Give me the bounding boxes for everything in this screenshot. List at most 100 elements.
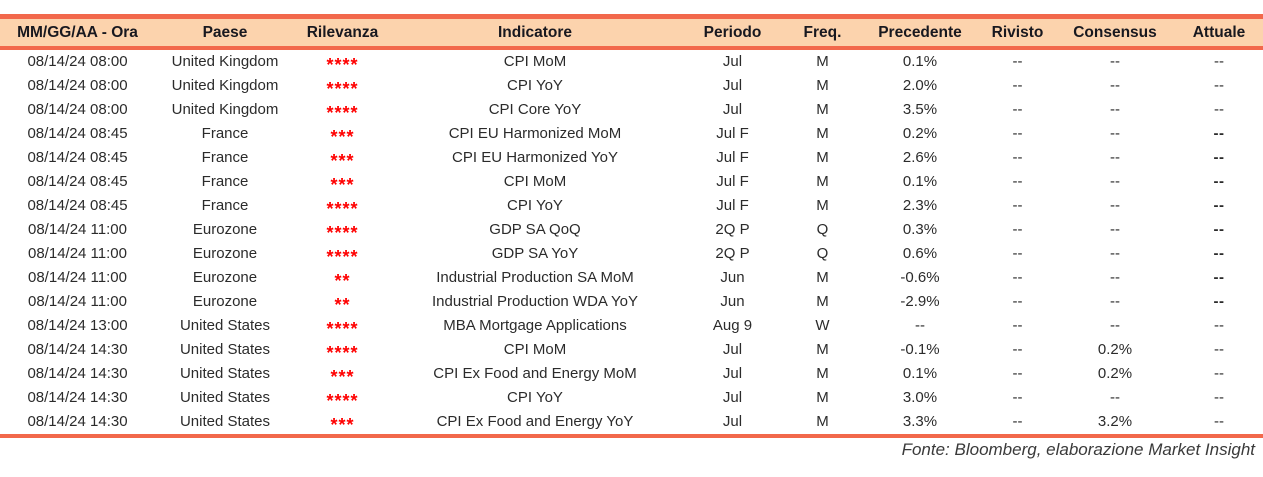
cell-consensus: --	[1110, 317, 1120, 334]
cell-indicator: Industrial Production WDA YoY	[432, 293, 638, 310]
cell-frequency: M	[816, 365, 829, 382]
table-row: 08/14/24 11:00 Eurozone **** GDP SA QoQ 2Q P…	[0, 218, 1263, 242]
cell-indicator: CPI Ex Food and Energy YoY	[436, 413, 634, 430]
cell-country: United States	[179, 317, 271, 334]
cell-period: Jul F	[716, 125, 749, 142]
table-bottom-rule	[0, 434, 1263, 438]
cell-country: Eurozone	[192, 293, 258, 310]
column-header-country: Paese	[155, 14, 295, 50]
cell-previous: 0.1%	[902, 365, 938, 382]
column-header-relevance: Rilevanza	[295, 14, 390, 50]
cell-datetime: 08/14/24 14:30	[27, 389, 128, 406]
table-row: 08/14/24 13:00 United States **** MBA Mortg…	[0, 314, 1263, 338]
cell-actual: --	[1214, 77, 1224, 94]
cell-country: United States	[179, 365, 271, 382]
cell-period: Jul	[722, 365, 743, 382]
relevance-stars: ***	[330, 367, 355, 386]
cell-indicator: CPI MoM	[503, 173, 567, 190]
cell-actual: --	[1214, 389, 1224, 406]
cell-frequency: W	[815, 317, 830, 334]
economic-calendar-page: MM/GG/AA - Ora Paese Rilevanza Indicator…	[0, 14, 1263, 477]
table-row: 08/14/24 14:30 United States *** CPI Ex Foo…	[0, 362, 1263, 386]
column-header-consensus: Consensus	[1055, 14, 1175, 50]
cell-period: Jul	[722, 101, 743, 118]
cell-previous: 2.6%	[902, 149, 938, 166]
cell-revised: --	[1012, 125, 1023, 142]
table-header: MM/GG/AA - Ora Paese Rilevanza Indicator…	[0, 14, 1263, 50]
cell-consensus: --	[1110, 149, 1120, 166]
cell-revised: --	[1012, 341, 1023, 358]
relevance-stars: ***	[330, 175, 355, 194]
cell-actual: --	[1214, 101, 1224, 118]
relevance-stars: ****	[326, 247, 359, 266]
relevance-stars: ****	[326, 199, 359, 218]
cell-actual: --	[1214, 413, 1224, 430]
cell-revised: --	[1012, 293, 1023, 310]
column-header-previous: Precedente	[860, 14, 980, 50]
cell-datetime: 08/14/24 08:00	[27, 77, 128, 94]
cell-consensus: --	[1110, 173, 1120, 190]
table-row: 08/14/24 11:00 Eurozone ** Industrial Produ…	[0, 266, 1263, 290]
relevance-stars: ****	[326, 55, 359, 74]
cell-country: Eurozone	[192, 245, 258, 262]
cell-frequency: M	[816, 149, 829, 166]
cell-actual: --	[1213, 125, 1225, 142]
table-row: 08/14/24 14:30 United States **** CPI YoY Ju…	[0, 386, 1263, 410]
cell-actual: --	[1213, 221, 1225, 238]
cell-frequency: M	[816, 293, 829, 310]
cell-frequency: M	[816, 173, 829, 190]
cell-revised: --	[1012, 221, 1023, 238]
cell-previous: 0.1%	[902, 173, 938, 190]
cell-datetime: 08/14/24 13:00	[27, 317, 128, 334]
cell-datetime: 08/14/24 11:00	[28, 221, 127, 238]
relevance-stars: ****	[326, 319, 359, 338]
cell-consensus: --	[1110, 53, 1120, 70]
cell-period: 2Q P	[715, 245, 750, 262]
cell-previous: 3.5%	[902, 101, 938, 118]
cell-datetime: 08/14/24 14:30	[27, 413, 128, 430]
cell-datetime: 08/14/24 08:45	[27, 125, 128, 142]
cell-frequency: M	[816, 77, 829, 94]
cell-datetime: 08/14/24 11:00	[28, 245, 127, 262]
economic-calendar-table: MM/GG/AA - Ora Paese Rilevanza Indicator…	[0, 14, 1263, 434]
cell-actual: --	[1214, 53, 1224, 70]
relevance-stars: ***	[330, 127, 355, 146]
column-header-datetime: MM/GG/AA - Ora	[0, 14, 155, 50]
cell-revised: --	[1012, 389, 1023, 406]
cell-period: Jun	[720, 269, 745, 286]
cell-country: France	[201, 173, 249, 190]
cell-indicator: CPI YoY	[507, 77, 563, 94]
cell-period: Jul	[722, 53, 743, 70]
relevance-stars: ***	[330, 151, 355, 170]
cell-actual: --	[1213, 197, 1225, 214]
cell-indicator: CPI EU Harmonized YoY	[452, 149, 618, 166]
cell-indicator: CPI Ex Food and Energy MoM	[433, 365, 637, 382]
cell-indicator: Industrial Production SA MoM	[436, 269, 634, 286]
cell-consensus: --	[1110, 101, 1120, 118]
cell-revised: --	[1012, 53, 1023, 70]
cell-revised: --	[1012, 413, 1023, 430]
cell-previous: 0.2%	[902, 125, 938, 142]
cell-datetime: 08/14/24 08:45	[27, 149, 128, 166]
table-row: 08/14/24 08:00 United Kingdom **** CPI Core…	[0, 98, 1263, 122]
column-header-actual: Attuale	[1175, 14, 1263, 50]
relevance-stars: ****	[326, 223, 359, 242]
cell-period: Jul	[722, 389, 743, 406]
cell-consensus: --	[1110, 245, 1120, 262]
cell-revised: --	[1012, 365, 1023, 382]
relevance-stars: ****	[326, 343, 359, 362]
cell-frequency: Q	[816, 221, 829, 238]
cell-indicator: MBA Mortgage Applications	[443, 317, 627, 334]
table-row: 08/14/24 08:45 France *** CPI MoM Jul F M 0.1%…	[0, 170, 1263, 194]
cell-revised: --	[1012, 101, 1023, 118]
cell-revised: --	[1012, 173, 1023, 190]
cell-country: United Kingdom	[171, 53, 279, 70]
cell-frequency: M	[816, 389, 829, 406]
cell-frequency: M	[816, 269, 829, 286]
cell-country: France	[201, 125, 249, 142]
cell-period: Jul F	[716, 149, 749, 166]
cell-revised: --	[1012, 77, 1023, 94]
source-note: Fonte: Bloomberg, elaborazione Market In…	[901, 440, 1255, 459]
cell-previous: -2.9%	[900, 293, 940, 310]
cell-frequency: M	[816, 53, 829, 70]
